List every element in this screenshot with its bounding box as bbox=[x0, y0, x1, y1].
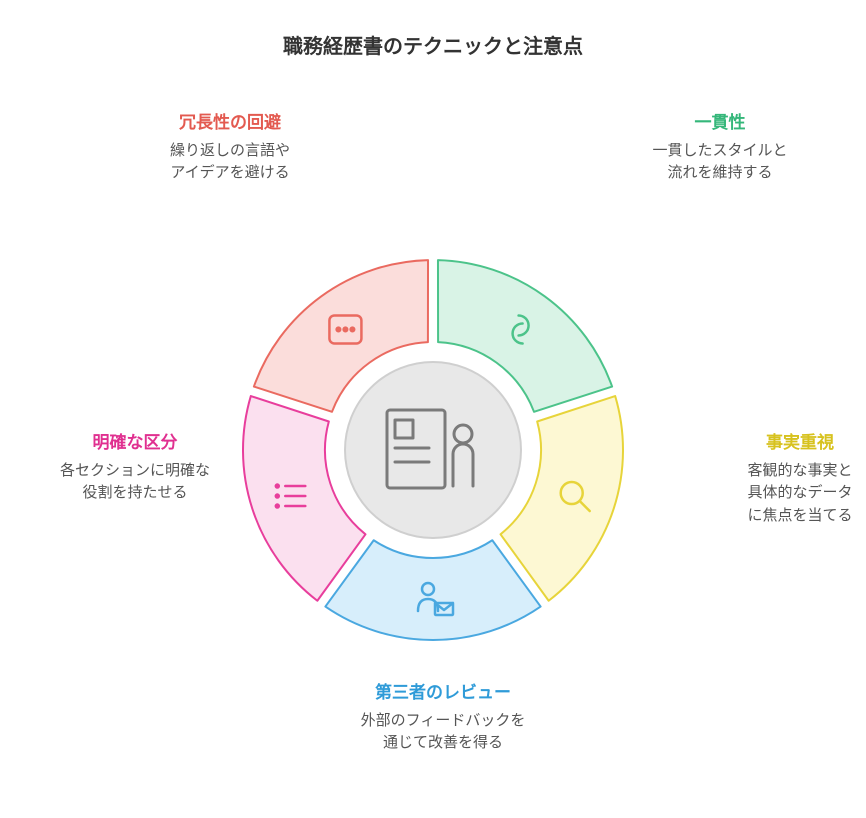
heading-redundancy: 冗長性の回避 bbox=[120, 110, 340, 136]
segment-label-facts: 事実重視 客観的な事実と 具体的なデータ に焦点を当てる bbox=[720, 430, 866, 527]
heading-facts: 事実重視 bbox=[720, 430, 866, 456]
segment-label-sections: 明確な区分 各セクションに明確な 役割を持たせる bbox=[30, 430, 240, 505]
segment-label-consistency: 一貫性 一貫したスタイルと 流れを維持する bbox=[620, 110, 820, 185]
desc-sections: 各セクションに明確な 役割を持たせる bbox=[30, 460, 240, 505]
desc-redundancy: 繰り返しの言語や アイデアを避ける bbox=[120, 140, 340, 185]
desc-consistency: 一貫したスタイルと 流れを維持する bbox=[620, 140, 820, 185]
heading-sections: 明確な区分 bbox=[30, 430, 240, 456]
center-circle bbox=[345, 362, 521, 538]
main-title: 職務経歴書のテクニックと注意点 bbox=[0, 30, 866, 59]
segment-label-redundancy: 冗長性の回避 繰り返しの言語や アイデアを避ける bbox=[120, 110, 340, 185]
heading-review: 第三者のレビュー bbox=[333, 680, 553, 706]
segment-label-review: 第三者のレビュー 外部のフィードバックを 通じて改善を得る bbox=[333, 680, 553, 755]
heading-consistency: 一貫性 bbox=[620, 110, 820, 136]
desc-review: 外部のフィードバックを 通じて改善を得る bbox=[333, 710, 553, 755]
desc-facts: 客観的な事実と 具体的なデータ に焦点を当てる bbox=[720, 460, 866, 528]
